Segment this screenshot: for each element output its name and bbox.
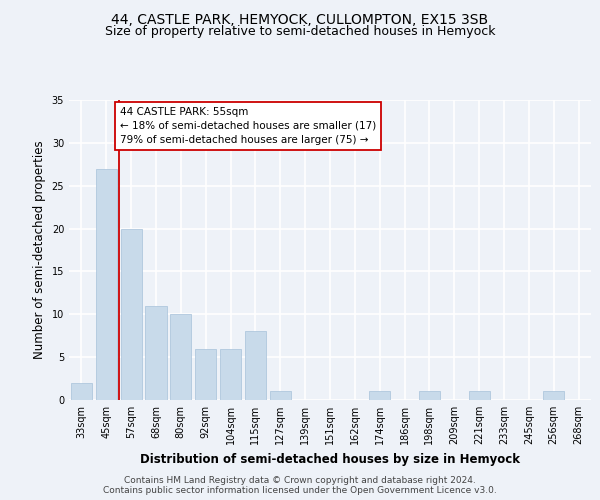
Bar xyxy=(369,392,390,400)
Text: Size of property relative to semi-detached houses in Hemyock: Size of property relative to semi-detach… xyxy=(105,25,495,38)
Bar xyxy=(195,348,216,400)
Text: 44 CASTLE PARK: 55sqm
← 18% of semi-detached houses are smaller (17)
79% of semi: 44 CASTLE PARK: 55sqm ← 18% of semi-deta… xyxy=(120,107,376,145)
Bar xyxy=(543,392,564,400)
Bar xyxy=(71,383,92,400)
Bar xyxy=(145,306,167,400)
Bar xyxy=(96,168,117,400)
Y-axis label: Number of semi-detached properties: Number of semi-detached properties xyxy=(33,140,46,360)
Bar xyxy=(121,228,142,400)
Bar xyxy=(270,392,291,400)
X-axis label: Distribution of semi-detached houses by size in Hemyock: Distribution of semi-detached houses by … xyxy=(140,452,520,466)
Bar xyxy=(170,314,191,400)
Text: Contains HM Land Registry data © Crown copyright and database right 2024.
Contai: Contains HM Land Registry data © Crown c… xyxy=(103,476,497,495)
Bar xyxy=(220,348,241,400)
Bar xyxy=(245,332,266,400)
Bar xyxy=(469,392,490,400)
Text: 44, CASTLE PARK, HEMYOCK, CULLOMPTON, EX15 3SB: 44, CASTLE PARK, HEMYOCK, CULLOMPTON, EX… xyxy=(112,12,488,26)
Bar xyxy=(419,392,440,400)
